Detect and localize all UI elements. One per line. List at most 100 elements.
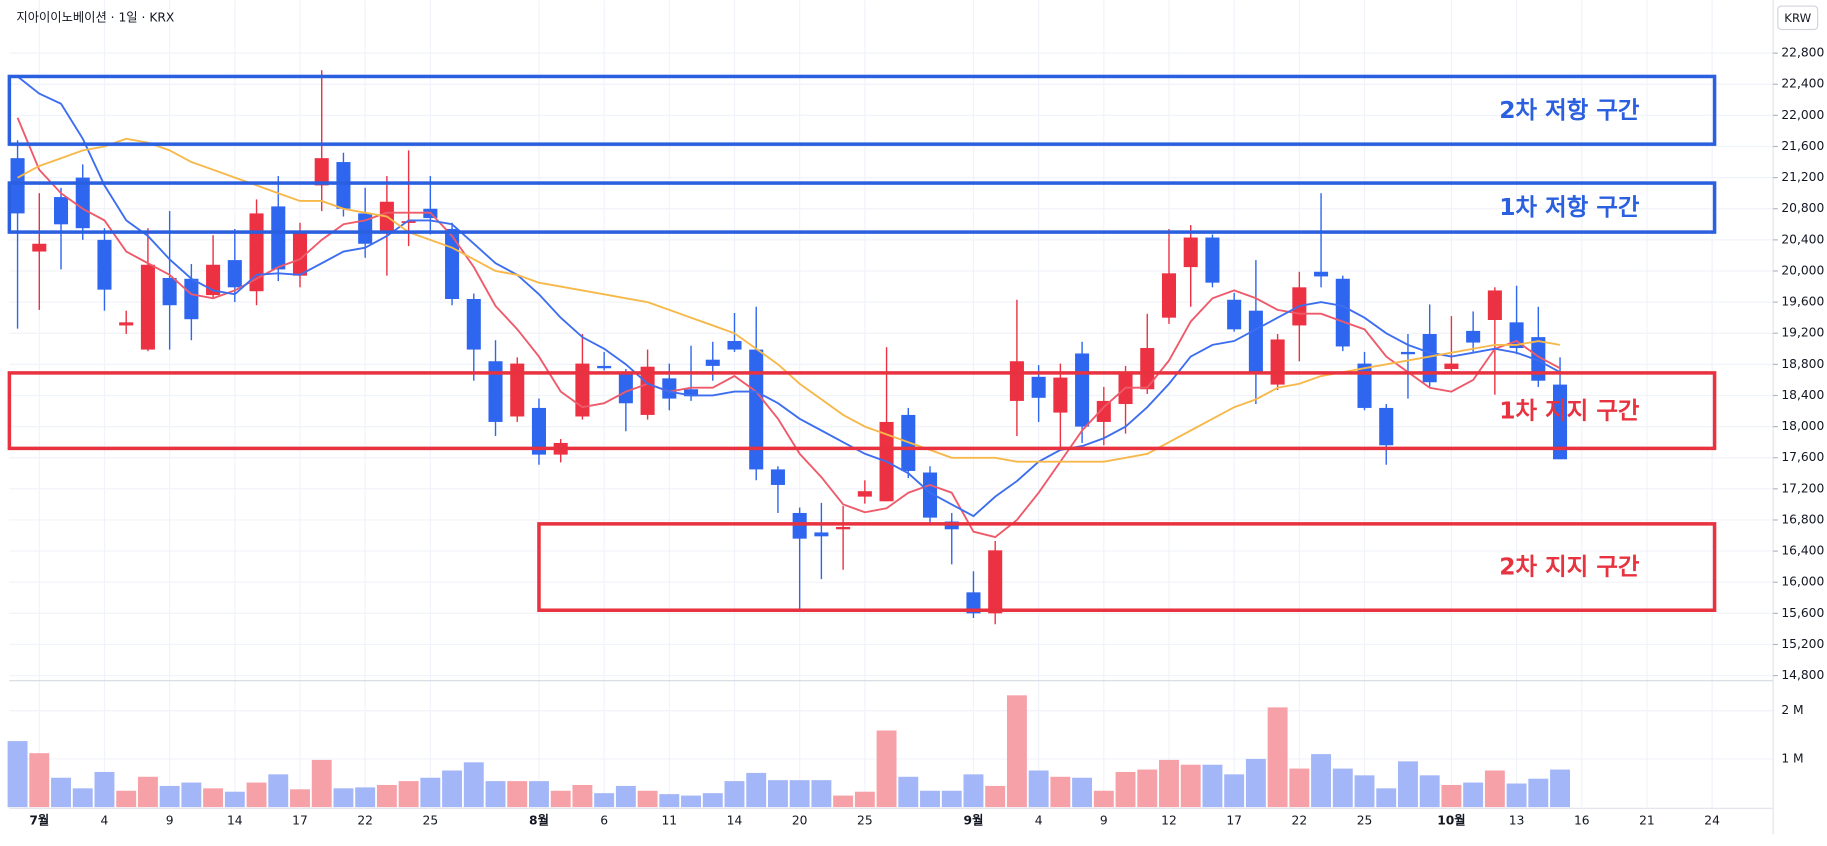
volume-bar [398, 781, 419, 808]
x-tick-label: 8월 [529, 813, 549, 828]
candle-body [1335, 278, 1350, 347]
volume-bar [876, 730, 897, 808]
candle-body [336, 162, 351, 209]
candle-body [1357, 363, 1372, 408]
candle-body [1205, 237, 1220, 283]
volume-bar [1311, 754, 1332, 808]
candle-body [1379, 407, 1394, 446]
volume-bar [355, 787, 376, 808]
x-tick-label: 11 [661, 814, 677, 828]
candle-body [1031, 376, 1046, 398]
y-tick-label: 22,000 [1781, 108, 1824, 122]
y-tick-label: 14,800 [1781, 668, 1824, 682]
x-tick-label: 10월 [1437, 813, 1465, 828]
candle-body [162, 277, 177, 306]
zone-box [7, 74, 1717, 146]
volume-bar [1267, 707, 1288, 808]
candle-body [140, 264, 155, 350]
y-tick-label: 15,200 [1781, 637, 1824, 651]
volume-bar [854, 791, 875, 808]
currency-box[interactable] [1777, 5, 1819, 31]
candle-body [770, 469, 785, 485]
y-tick-label: 21,200 [1781, 170, 1824, 184]
candle-body [1314, 271, 1329, 277]
volume-bar [29, 753, 50, 808]
volume-bar [1528, 778, 1549, 808]
volume-bar [1332, 768, 1353, 808]
x-tick-label: 22 [357, 814, 373, 828]
currency[interactable]: KRW [1784, 11, 1811, 25]
candle-body [401, 221, 416, 223]
candle-body [531, 407, 546, 455]
y-tick-label: 22,400 [1781, 77, 1824, 91]
volume-bar [1137, 769, 1158, 808]
candle-body [618, 372, 633, 404]
volume-bar [594, 793, 615, 808]
volume-bar [1506, 783, 1527, 808]
candle-body [510, 363, 525, 417]
candle-body [857, 491, 872, 497]
moving-average-line [16, 117, 1561, 539]
x-tick-label: 16 [1574, 814, 1590, 828]
zones: 2차 저항 구간 1차 저항 구간 1차 지지 구간 2차 지지 구간 [7, 74, 1717, 612]
y-tick-label: 16,400 [1781, 544, 1824, 558]
zone-box [7, 181, 1717, 234]
volume-bar [1550, 769, 1570, 808]
volume-bar [941, 790, 962, 808]
candle-body [1053, 377, 1068, 413]
volume-bar [898, 776, 919, 808]
candle-body [1487, 290, 1502, 321]
x-tick-label: 24 [1704, 814, 1720, 828]
volume-bar [1398, 761, 1418, 808]
zone-box [7, 371, 1717, 451]
volume-bar [1159, 759, 1179, 808]
candle-body [727, 341, 742, 350]
candle-body [1183, 237, 1198, 268]
volume-bar [1006, 695, 1027, 808]
candle-body [1270, 339, 1285, 385]
x-tick-label: 9월 [964, 813, 984, 828]
x-tick-label: 22 [1292, 814, 1308, 828]
volume-bar [94, 771, 115, 808]
y-tick-label: 21,600 [1781, 139, 1824, 153]
x-tick-label: 12 [1161, 814, 1177, 828]
x-tick-label: 13 [1509, 814, 1525, 828]
volume-bar [420, 777, 441, 808]
candle-body [1227, 299, 1242, 330]
volume-bar [1093, 790, 1114, 808]
volume-bar [1441, 784, 1462, 808]
volume-bar [463, 762, 484, 808]
candle-body [988, 550, 1003, 614]
candle-body [10, 158, 25, 214]
candle-body [575, 363, 590, 417]
y-tick-label: 19,200 [1781, 326, 1824, 340]
volume-bar [789, 780, 810, 808]
volume-bar [311, 759, 332, 808]
volume-tick-label: 1 M [1781, 751, 1803, 765]
candle-body [1553, 384, 1568, 460]
volume-bar [833, 795, 854, 808]
x-tick-label: 17 [1226, 814, 1242, 828]
volume-bar [246, 782, 267, 808]
candle-body [1096, 400, 1111, 422]
y-tick-label: 17,200 [1781, 481, 1824, 495]
zone-label: 1차 저항 구간 [1499, 193, 1640, 221]
y-tick-label: 19,600 [1781, 295, 1824, 309]
candle-body [1248, 310, 1263, 373]
volume-bar [659, 794, 680, 808]
x-tick-label: 4 [101, 814, 109, 828]
candle-body [32, 243, 47, 252]
zone-box [537, 522, 1717, 612]
volume-bar [1224, 774, 1245, 808]
candle-body [488, 361, 503, 422]
x-tick-label: 25 [857, 814, 873, 828]
candle-body [97, 239, 112, 290]
y-tick-label: 22,800 [1781, 46, 1824, 60]
volume-bar [1463, 782, 1484, 808]
volume-bar [637, 790, 658, 808]
volume-tick-label: 2 M [1781, 703, 1803, 717]
volume-bar [767, 780, 788, 808]
candle-body [1075, 353, 1090, 427]
